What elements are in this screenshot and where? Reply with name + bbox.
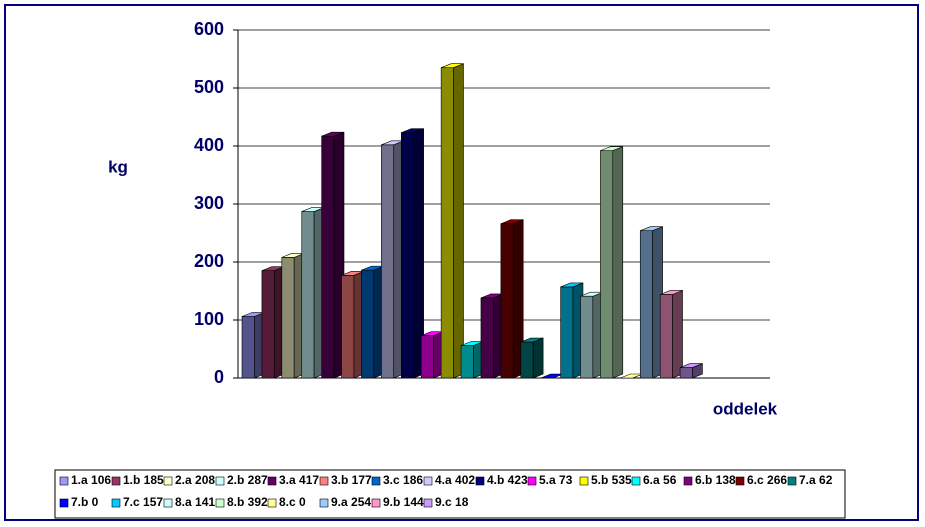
legend-label: 2.a 208 — [175, 473, 215, 487]
bar — [281, 257, 295, 379]
legend-label: 9.b 144 — [383, 495, 424, 509]
y-axis-label: kg — [108, 157, 128, 176]
legend-label: 6.c 266 — [747, 473, 787, 487]
legend-swatch — [215, 498, 225, 508]
legend-label: 8.a 141 — [175, 495, 215, 509]
bar — [361, 269, 375, 379]
legend-swatch — [631, 476, 641, 486]
legend-label: 5.b 535 — [591, 473, 632, 487]
bar-top — [679, 363, 703, 368]
bar — [341, 275, 355, 379]
legend-label: 3.c 186 — [383, 473, 423, 487]
bar — [440, 67, 454, 379]
legend-label: 7.c 157 — [123, 495, 163, 509]
legend-swatch — [111, 476, 121, 486]
legend-label: 7.a 62 — [799, 473, 833, 487]
y-tick-label: 100 — [194, 309, 224, 329]
y-tick-label: 400 — [194, 135, 224, 155]
bar-side — [453, 63, 464, 379]
legend-label: 3.b 177 — [331, 473, 372, 487]
legend-swatch — [163, 498, 173, 508]
legend-label: 1.a 106 — [71, 473, 111, 487]
y-tick-label: 0 — [214, 367, 224, 387]
legend-label: 2.b 287 — [227, 473, 268, 487]
bar — [241, 316, 255, 379]
legend-swatch — [319, 476, 329, 486]
legend-swatch — [423, 498, 433, 508]
legend-swatch — [215, 476, 225, 486]
legend-swatch — [735, 476, 745, 486]
bar-top — [560, 282, 584, 288]
bar — [460, 345, 474, 379]
legend-label: 4.a 402 — [435, 473, 475, 487]
legend-label: 6.b 138 — [695, 473, 736, 487]
legend-label: 8.c 0 — [279, 495, 306, 509]
bar — [580, 295, 594, 379]
x-axis-label: oddelek — [713, 399, 778, 418]
legend-swatch — [319, 498, 329, 508]
legend-swatch — [267, 476, 277, 486]
legend-label: 8.b 392 — [227, 495, 268, 509]
legend-label: 9.c 18 — [435, 495, 469, 509]
legend-label: 4.b 423 — [487, 473, 528, 487]
legend-swatch — [59, 476, 69, 486]
legend-swatch — [787, 476, 797, 486]
bar-side — [612, 146, 624, 379]
legend-label: 3.a 417 — [279, 473, 319, 487]
bar — [321, 135, 335, 379]
legend-swatch — [683, 476, 693, 486]
bar — [401, 132, 414, 379]
bar — [659, 294, 673, 379]
legend-swatch — [527, 476, 537, 486]
bar-top — [321, 131, 345, 137]
bar — [560, 286, 574, 379]
bar-top — [600, 146, 623, 151]
y-tick-label: 500 — [194, 77, 224, 97]
legend-swatch — [267, 498, 277, 508]
bar-side — [672, 290, 683, 379]
y-tick-label: 600 — [194, 19, 224, 39]
bar — [301, 211, 315, 379]
bar — [600, 150, 614, 379]
bar-side — [532, 337, 544, 379]
y-tick-label: 300 — [194, 193, 224, 213]
bar-top — [441, 63, 464, 68]
bar — [420, 335, 434, 379]
bar-top — [520, 337, 544, 343]
legend-label: 7.b 0 — [71, 495, 99, 509]
y-tick-label: 200 — [194, 251, 224, 271]
legend-swatch — [371, 498, 381, 508]
bar-top — [640, 226, 663, 231]
legend-box — [54, 469, 846, 519]
legend-swatch — [59, 498, 69, 508]
legend-swatch — [423, 476, 433, 486]
legend-label: 5.a 73 — [539, 473, 573, 487]
bar — [639, 230, 653, 379]
bar — [520, 341, 534, 379]
legend-swatch — [475, 476, 485, 486]
bar — [500, 223, 514, 379]
bar-top — [660, 290, 683, 295]
bar — [679, 367, 693, 379]
legend-swatch — [371, 476, 381, 486]
legend-swatch — [111, 498, 121, 508]
bar-top — [401, 128, 424, 133]
legend-swatch — [163, 476, 173, 486]
legend-label: 1.b 185 — [123, 473, 164, 487]
bar — [381, 144, 395, 379]
bar — [261, 270, 275, 379]
legend-swatch — [579, 476, 589, 486]
legend-label: 6.a 56 — [643, 473, 677, 487]
bar-top — [500, 219, 524, 225]
legend-label: 9.a 254 — [331, 495, 371, 509]
bar — [480, 297, 494, 379]
